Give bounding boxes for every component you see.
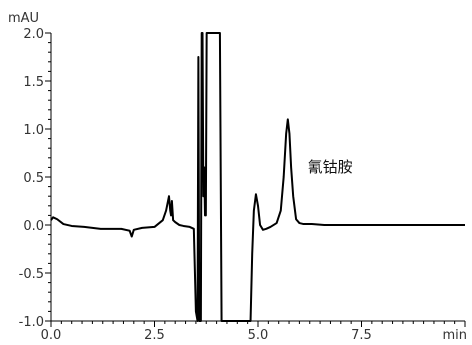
x-axis-ticks: 0.0 2.5 5.0 7.5 min xyxy=(41,321,467,343)
y-tick-label: 0.5 xyxy=(23,171,44,186)
y-tick-label: -0.5 xyxy=(19,267,44,282)
x-tick-label: 7.5 xyxy=(351,328,372,343)
x-tick-label: 5.0 xyxy=(248,328,269,343)
y-tick-label: 1.0 xyxy=(23,123,44,138)
x-axis-unit-label: min xyxy=(442,328,467,343)
y-tick-label: 2.0 xyxy=(23,27,44,42)
peak-annotations: 氰钴胺 xyxy=(308,158,353,176)
x-tick-label: 2.5 xyxy=(144,328,165,343)
y-tick-label: -1.0 xyxy=(19,315,44,330)
chromatogram-traces xyxy=(50,32,465,322)
y-unit-label: mAU xyxy=(8,11,39,26)
y-axis-ticks: -1.0 -0.5 0.0 0.5 1.0 1.5 2.0 xyxy=(19,27,51,330)
x-tick-label: 0.0 xyxy=(41,328,62,343)
peak-label: 氰钴胺 xyxy=(308,158,353,176)
chromatogram-trace xyxy=(50,32,465,322)
y-tick-label: 0.0 xyxy=(23,219,44,234)
y-tick-label: 1.5 xyxy=(23,75,44,90)
